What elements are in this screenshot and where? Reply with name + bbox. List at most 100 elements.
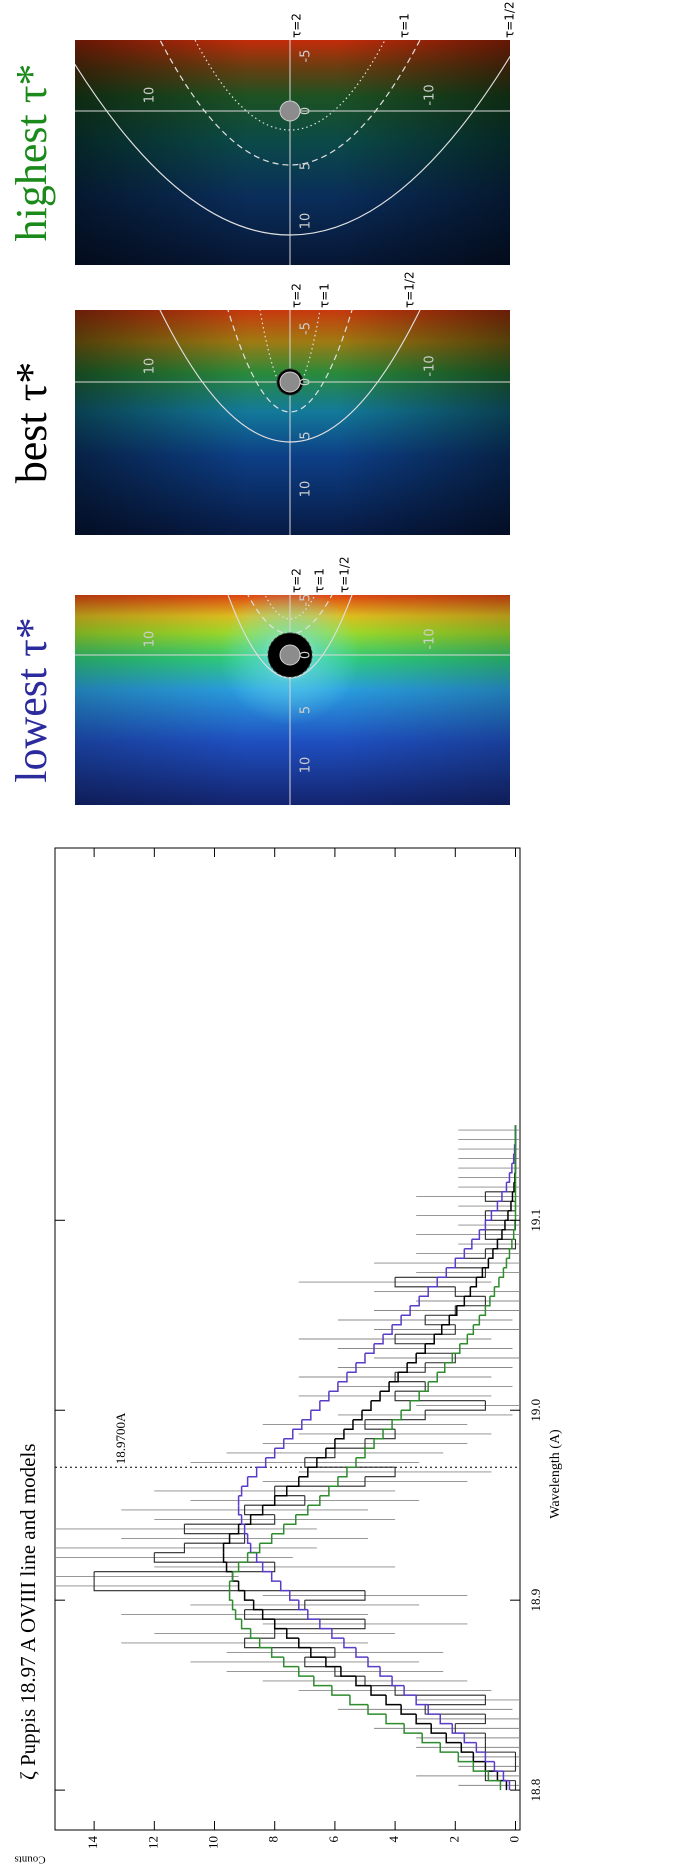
data-step	[244, 1609, 365, 1620]
model-step	[292, 1419, 303, 1430]
model-step	[401, 1400, 411, 1411]
model-step	[460, 1742, 474, 1753]
model-step	[421, 1733, 441, 1744]
model-step	[514, 1210, 517, 1222]
model-step	[419, 1381, 429, 1392]
model-step	[274, 1486, 288, 1497]
model-step	[383, 1324, 393, 1336]
data-step	[394, 1391, 486, 1402]
data-step	[425, 1695, 486, 1706]
x-tick-label: 18.8	[528, 1779, 543, 1802]
model-step	[374, 1429, 384, 1440]
tau-contour	[75, 40, 510, 236]
model-step	[261, 1562, 272, 1573]
model-step	[229, 1524, 240, 1535]
model-step	[285, 1628, 299, 1639]
model-step	[365, 1343, 375, 1354]
y-tick-label: 14	[85, 1836, 100, 1850]
model-step	[510, 1191, 514, 1203]
model-step	[346, 1362, 357, 1373]
data-step	[424, 1704, 486, 1715]
model-step	[509, 1163, 513, 1174]
model-step	[437, 1362, 446, 1373]
model-step	[331, 1685, 350, 1696]
model-step	[439, 1742, 459, 1753]
model-step	[352, 1410, 363, 1421]
model-step	[456, 1296, 466, 1307]
model-step	[225, 1562, 233, 1573]
model-step	[385, 1695, 402, 1706]
data-step	[304, 1657, 335, 1668]
map-tick-label: -5	[299, 50, 314, 63]
wind-map: 10 5 0 -5 10 -10	[75, 40, 510, 265]
model-step	[283, 1429, 294, 1440]
model-step	[355, 1647, 369, 1658]
model-step	[492, 1239, 499, 1250]
model-step	[270, 1571, 281, 1582]
model-step	[410, 1296, 420, 1307]
map-shade	[75, 40, 510, 265]
data-step	[304, 1448, 336, 1459]
annotation: 18.9700A	[113, 1412, 128, 1464]
tau-label: τ=1	[398, 13, 412, 38]
data-step	[394, 1685, 486, 1696]
model-step	[355, 1676, 372, 1687]
data-step	[184, 1533, 246, 1544]
map-tick-label: -5	[299, 594, 314, 607]
model-step	[243, 1524, 248, 1535]
data-step	[274, 1619, 366, 1630]
model-step	[485, 1210, 493, 1222]
model-step	[279, 1581, 290, 1592]
model-step	[498, 1267, 505, 1279]
model-step	[301, 1410, 312, 1421]
model-step	[310, 1400, 321, 1411]
map-tick-label: 0	[299, 651, 314, 659]
data-step	[184, 1514, 276, 1525]
model-step	[229, 1571, 234, 1582]
model-step	[316, 1448, 327, 1459]
model-step	[509, 1239, 513, 1250]
model-step	[241, 1476, 249, 1487]
y-tick-label: 6	[326, 1836, 341, 1843]
map-tick-label: 0	[299, 378, 314, 386]
model-step	[484, 1752, 495, 1763]
model-step	[355, 1448, 366, 1459]
model-step	[361, 1400, 372, 1411]
model-step	[452, 1343, 461, 1354]
model-step	[256, 1457, 267, 1468]
tau-label: τ=1	[318, 283, 332, 308]
plot-frame	[54, 847, 521, 1831]
star	[279, 100, 301, 122]
wind-map: 10 5 0 -5 10 -10	[75, 594, 510, 805]
model-step	[445, 1733, 462, 1744]
model-step	[331, 1628, 344, 1639]
data-step	[304, 1457, 396, 1468]
model-step	[401, 1305, 411, 1317]
data-step	[394, 1334, 426, 1345]
model-step	[270, 1647, 284, 1658]
map-tick-label: 0	[299, 107, 314, 115]
map-tick-label: 10	[299, 757, 314, 774]
data-step	[183, 1524, 245, 1535]
model-step	[398, 1362, 408, 1373]
model-step	[343, 1638, 356, 1649]
model-step	[403, 1723, 423, 1734]
data-step	[455, 1296, 486, 1307]
map-tick-label: -10	[423, 84, 438, 105]
data-step	[395, 1267, 486, 1278]
model-step	[240, 1619, 251, 1630]
y-tick-label: 8	[266, 1836, 281, 1843]
model-step	[455, 1248, 466, 1260]
map-tick-label: -5	[299, 322, 314, 335]
model-step	[371, 1391, 381, 1402]
y-tick-label: 0	[506, 1836, 521, 1843]
model-step	[289, 1590, 299, 1601]
model-step	[416, 1343, 426, 1354]
model-step	[487, 1771, 501, 1782]
tau-label: τ=1/2	[338, 556, 352, 593]
model-step	[328, 1476, 339, 1487]
model-step	[463, 1733, 477, 1744]
model-step	[237, 1505, 242, 1516]
model-step	[328, 1381, 339, 1392]
